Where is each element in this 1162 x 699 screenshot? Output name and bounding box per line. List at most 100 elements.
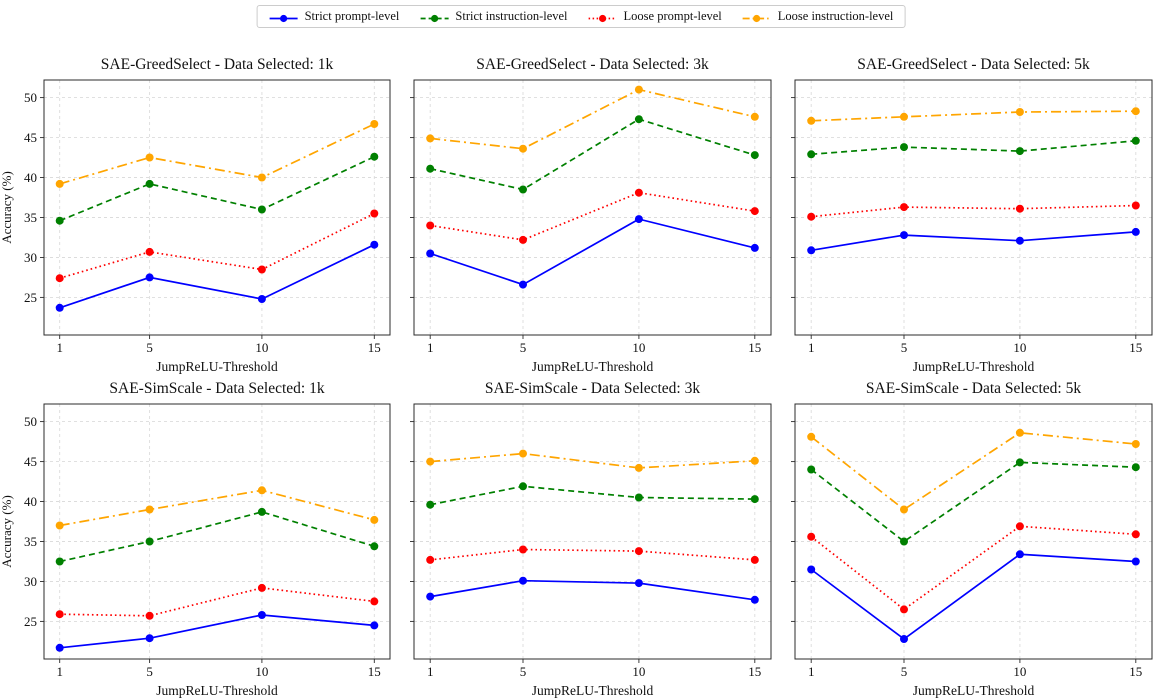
series-strict-prompt-level xyxy=(426,215,759,289)
x-axis-label: JumpReLU-Threshold xyxy=(532,359,654,374)
series-loose-instruction-level xyxy=(55,486,379,530)
gridlines xyxy=(414,80,771,335)
data-point xyxy=(1015,147,1024,156)
series-strict-prompt-level xyxy=(807,227,1140,255)
axes-frame xyxy=(794,79,1153,336)
data-point xyxy=(634,493,643,502)
svg-text:1: 1 xyxy=(427,340,434,355)
tick-marks xyxy=(791,421,1137,663)
data-point xyxy=(1131,463,1140,472)
y-axis-label: Accuracy (%) xyxy=(0,171,14,244)
subplot-canvas: 1 5 10 15 JumpReLU-Threshold xyxy=(781,402,1162,698)
data-point xyxy=(750,151,759,160)
data-point xyxy=(1015,522,1024,531)
subplot-simscale-5k: SAE-SimScale - Data Selected: 5k 1 5 10 15 J… xyxy=(781,378,1162,698)
legend-sample-svg xyxy=(742,14,771,23)
data-point xyxy=(519,482,527,491)
legend-sample-svg xyxy=(588,14,617,23)
svg-text:10: 10 xyxy=(255,664,268,679)
data-point xyxy=(634,115,643,124)
data-point xyxy=(807,565,816,574)
data-point xyxy=(634,85,643,94)
data-point xyxy=(1131,440,1140,448)
data-point xyxy=(900,112,908,121)
data-point xyxy=(257,583,266,592)
svg-text:40: 40 xyxy=(24,170,37,185)
x-tick-labels: 1 5 10 15 xyxy=(56,664,380,679)
tick-marks xyxy=(40,97,375,339)
data-point xyxy=(426,134,435,143)
data-point xyxy=(634,215,643,224)
subplot-title: SAE-GreedSelect - Data Selected: 5k xyxy=(857,56,1090,73)
svg-text:1: 1 xyxy=(427,664,434,679)
legend-item-strict-instruction: Strict instruction-level xyxy=(419,9,568,24)
data-point xyxy=(807,432,816,441)
x-axis-label: JumpReLU-Threshold xyxy=(532,683,654,698)
data-point xyxy=(807,150,816,159)
svg-text:15: 15 xyxy=(748,340,761,355)
subplot-simscale-1k: SAE-SimScale - Data Selected: 1k 1 5 10 15 2… xyxy=(0,378,400,698)
data-point xyxy=(807,246,816,255)
svg-text:5: 5 xyxy=(520,664,527,679)
axes-frame xyxy=(43,403,391,660)
legend-label: Strict prompt-level xyxy=(304,9,400,23)
legend-sample-svg xyxy=(269,14,298,23)
x-tick-labels: 1 5 10 15 xyxy=(808,664,1142,679)
legend: Strict prompt-level Strict instruction-l… xyxy=(256,5,906,28)
data-point xyxy=(370,120,379,128)
axes-frame xyxy=(794,403,1153,660)
data-point xyxy=(145,153,154,162)
data-point xyxy=(634,463,643,472)
svg-text:15: 15 xyxy=(1129,340,1142,355)
series-strict-instruction-level xyxy=(55,152,379,225)
svg-text:15: 15 xyxy=(1129,664,1142,679)
svg-text:5: 5 xyxy=(520,340,527,355)
data-point xyxy=(55,521,64,530)
data-point xyxy=(1015,108,1024,116)
data-point xyxy=(519,576,527,585)
series-strict-instruction-level xyxy=(426,115,759,194)
data-point xyxy=(1015,236,1024,245)
line-marker-icon xyxy=(269,11,299,23)
data-point xyxy=(257,173,266,182)
data-point xyxy=(750,595,759,604)
data-point xyxy=(370,209,379,218)
svg-text:25: 25 xyxy=(24,614,37,629)
data-point xyxy=(1131,530,1140,539)
data-point xyxy=(900,231,908,240)
data-point xyxy=(750,495,759,504)
series-strict-instruction-level xyxy=(807,136,1140,159)
data-point xyxy=(370,515,379,524)
data-point xyxy=(257,265,266,274)
subplot-greedselect-1k: SAE-GreedSelect - Data Selected: 1k 1 5 10… xyxy=(0,54,400,374)
data-point xyxy=(750,112,759,121)
data-point xyxy=(145,634,154,643)
data-point xyxy=(370,542,379,551)
data-point xyxy=(519,280,527,289)
tick-marks xyxy=(791,97,1137,339)
data-point xyxy=(426,164,435,173)
svg-text:10: 10 xyxy=(1013,664,1026,679)
svg-text:1: 1 xyxy=(808,664,815,679)
series-strict-instruction-level xyxy=(426,482,759,509)
data-point xyxy=(750,243,759,252)
svg-text:40: 40 xyxy=(24,494,37,509)
data-point xyxy=(519,185,527,194)
data-point xyxy=(55,216,64,225)
data-point xyxy=(55,179,64,188)
data-point xyxy=(426,555,435,564)
data-point xyxy=(807,465,816,474)
data-point xyxy=(257,507,266,516)
data-point xyxy=(55,303,64,312)
x-axis-label: JumpReLU-Threshold xyxy=(156,359,278,374)
data-point xyxy=(519,144,527,153)
data-point xyxy=(257,611,266,619)
data-point xyxy=(519,545,527,554)
data-point xyxy=(370,621,379,630)
series-strict-prompt-level xyxy=(426,576,759,604)
legend-item-strict-prompt: Strict prompt-level xyxy=(269,9,400,24)
series-strict-instruction-level xyxy=(55,507,379,566)
subplot-title: SAE-GreedSelect - Data Selected: 3k xyxy=(476,56,709,73)
data-point xyxy=(519,235,527,244)
